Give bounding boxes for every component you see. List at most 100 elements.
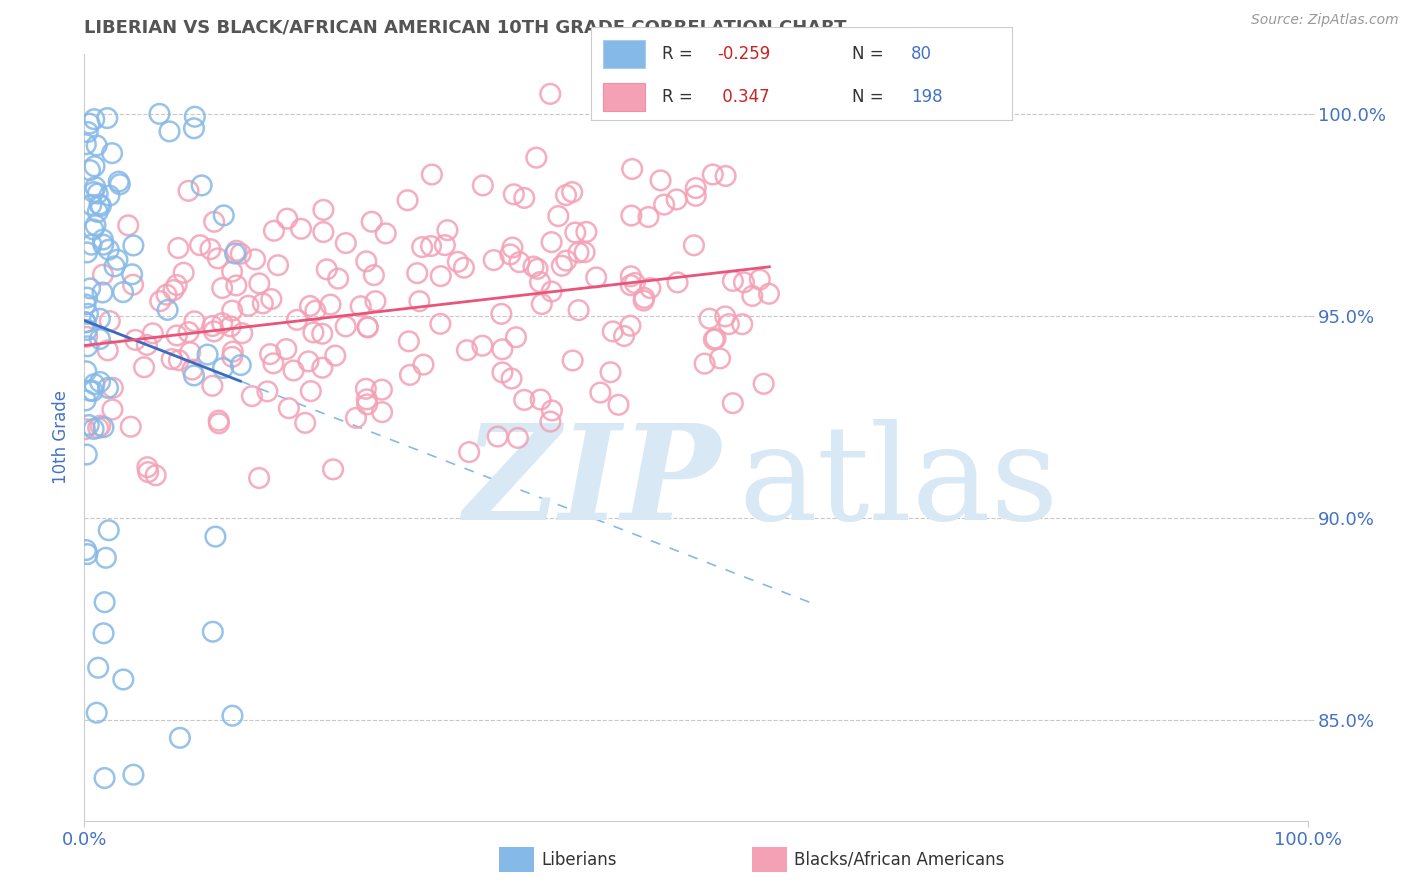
Point bbox=[412, 358, 434, 372]
Point bbox=[453, 260, 475, 275]
Point bbox=[101, 146, 124, 161]
Text: Blacks/African Americans: Blacks/African Americans bbox=[794, 851, 1005, 869]
Point bbox=[75, 137, 97, 152]
Point bbox=[240, 389, 263, 403]
Point bbox=[107, 252, 129, 267]
Point bbox=[374, 227, 396, 241]
Point bbox=[208, 414, 231, 428]
Point bbox=[354, 382, 377, 396]
Point bbox=[567, 303, 589, 318]
Point bbox=[80, 237, 103, 252]
Point bbox=[219, 319, 242, 334]
Point bbox=[83, 159, 105, 173]
Point bbox=[685, 181, 707, 195]
Point bbox=[229, 246, 252, 260]
Point bbox=[486, 429, 509, 443]
Point bbox=[619, 318, 641, 333]
Point bbox=[238, 299, 260, 313]
Point bbox=[183, 314, 205, 328]
Point bbox=[574, 245, 596, 260]
Point bbox=[699, 311, 721, 326]
Point bbox=[108, 178, 131, 192]
Point bbox=[602, 325, 624, 339]
Point bbox=[201, 318, 224, 333]
Point bbox=[408, 294, 430, 309]
Point bbox=[311, 326, 333, 341]
Point bbox=[752, 376, 775, 391]
Point bbox=[731, 317, 754, 331]
Point bbox=[276, 211, 298, 226]
Point bbox=[501, 241, 523, 255]
Point bbox=[221, 265, 243, 279]
Point bbox=[97, 343, 120, 358]
Point bbox=[202, 215, 225, 229]
Point bbox=[335, 319, 357, 334]
Point bbox=[683, 238, 706, 252]
Point bbox=[89, 418, 111, 433]
Point bbox=[429, 317, 451, 331]
Text: 198: 198 bbox=[911, 88, 942, 106]
Point bbox=[135, 338, 157, 352]
Point bbox=[201, 379, 224, 393]
Point bbox=[267, 258, 290, 272]
Point bbox=[89, 375, 111, 389]
Point bbox=[97, 381, 120, 395]
Point bbox=[541, 403, 564, 417]
Point bbox=[335, 235, 357, 250]
Point bbox=[406, 266, 429, 280]
Point bbox=[371, 405, 394, 419]
Point bbox=[167, 241, 190, 255]
Point bbox=[555, 253, 578, 268]
Point bbox=[83, 422, 105, 436]
Y-axis label: 10th Grade: 10th Grade bbox=[52, 390, 70, 484]
Point bbox=[76, 330, 98, 344]
Point bbox=[564, 226, 586, 240]
Point bbox=[97, 243, 120, 257]
Point bbox=[344, 410, 367, 425]
Point bbox=[79, 281, 101, 295]
Point bbox=[420, 168, 443, 182]
Point bbox=[201, 624, 224, 639]
Point bbox=[522, 260, 544, 274]
Point bbox=[83, 185, 105, 199]
Point bbox=[356, 392, 378, 407]
Point bbox=[513, 392, 536, 407]
Point bbox=[322, 462, 344, 476]
Point bbox=[76, 339, 98, 353]
Point bbox=[429, 269, 451, 284]
Point bbox=[86, 186, 108, 201]
Point bbox=[87, 661, 110, 675]
Point bbox=[132, 360, 155, 375]
Point bbox=[145, 468, 167, 483]
Point bbox=[506, 431, 529, 445]
Point bbox=[561, 185, 583, 199]
Point bbox=[177, 325, 200, 339]
Point bbox=[499, 247, 522, 261]
Point bbox=[526, 261, 548, 276]
Point bbox=[371, 383, 394, 397]
Point bbox=[599, 365, 621, 379]
Point bbox=[420, 239, 443, 253]
Text: R =: R = bbox=[662, 45, 699, 63]
Point bbox=[637, 210, 659, 224]
Point bbox=[471, 339, 494, 353]
Point bbox=[702, 168, 724, 182]
Point bbox=[260, 292, 283, 306]
Point bbox=[538, 87, 561, 101]
Point bbox=[758, 286, 780, 301]
Point bbox=[709, 351, 731, 366]
Point bbox=[76, 323, 98, 337]
Point bbox=[276, 342, 298, 356]
Point bbox=[200, 242, 222, 256]
Point bbox=[328, 271, 350, 285]
Point bbox=[567, 245, 589, 260]
Point bbox=[356, 397, 378, 411]
Point bbox=[524, 151, 547, 165]
Point bbox=[91, 237, 114, 252]
Point bbox=[703, 333, 725, 347]
Point bbox=[156, 302, 179, 317]
Point bbox=[98, 314, 121, 328]
Point bbox=[411, 240, 433, 254]
Point bbox=[89, 311, 111, 326]
Point bbox=[190, 178, 212, 193]
